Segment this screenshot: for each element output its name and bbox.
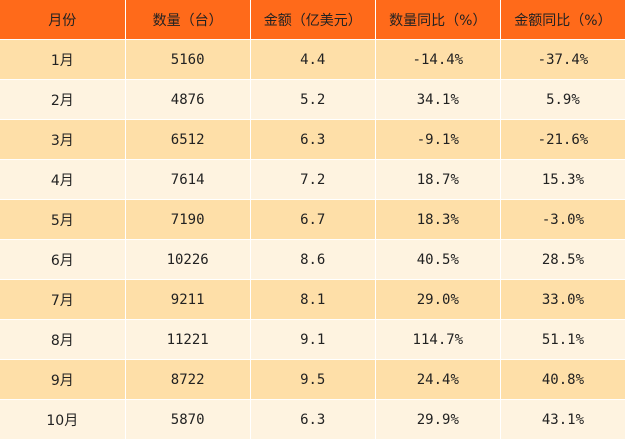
- cell-quantity-yoy: 40.5%: [375, 239, 501, 280]
- cell-quantity: 6512: [125, 119, 251, 160]
- cell-quantity-yoy: 18.3%: [375, 199, 501, 240]
- cell-quantity: 10226: [125, 239, 251, 280]
- header-quantity-yoy: 数量同比（%）: [375, 0, 501, 40]
- cell-quantity-yoy: 114.7%: [375, 319, 501, 360]
- cell-amount-yoy: 33.0%: [500, 279, 626, 320]
- table-row: 5月 7190 6.7 18.3% -3.0%: [0, 199, 626, 240]
- header-amount: 金额（亿美元）: [250, 0, 376, 40]
- cell-amount-yoy: 28.5%: [500, 239, 626, 280]
- cell-quantity-yoy: -9.1%: [375, 119, 501, 160]
- cell-quantity-yoy: 18.7%: [375, 159, 501, 200]
- cell-quantity: 7614: [125, 159, 251, 200]
- cell-quantity-yoy: 29.9%: [375, 399, 501, 440]
- cell-quantity: 5870: [125, 399, 251, 440]
- cell-month: 6月: [0, 239, 126, 280]
- cell-quantity: 4876: [125, 79, 251, 120]
- cell-quantity: 8722: [125, 359, 251, 400]
- cell-amount-yoy: -3.0%: [500, 199, 626, 240]
- cell-amount: 5.2: [250, 79, 376, 120]
- cell-amount-yoy: 15.3%: [500, 159, 626, 200]
- cell-amount: 9.5: [250, 359, 376, 400]
- table-row: 1月 5160 4.4 -14.4% -37.4%: [0, 39, 626, 80]
- cell-amount: 9.1: [250, 319, 376, 360]
- cell-month: 4月: [0, 159, 126, 200]
- cell-quantity-yoy: 29.0%: [375, 279, 501, 320]
- cell-quantity-yoy: -14.4%: [375, 39, 501, 80]
- table-row: 9月 8722 9.5 24.4% 40.8%: [0, 359, 626, 400]
- cell-month: 9月: [0, 359, 126, 400]
- cell-amount-yoy: -21.6%: [500, 119, 626, 160]
- header-quantity: 数量（台）: [125, 0, 251, 40]
- cell-quantity: 5160: [125, 39, 251, 80]
- cell-month: 7月: [0, 279, 126, 320]
- cell-amount-yoy: 5.9%: [500, 79, 626, 120]
- table-row: 4月 7614 7.2 18.7% 15.3%: [0, 159, 626, 200]
- header-amount-yoy: 金额同比（%）: [500, 0, 626, 40]
- table-row: 2月 4876 5.2 34.1% 5.9%: [0, 79, 626, 120]
- cell-amount-yoy: 51.1%: [500, 319, 626, 360]
- table-row: 8月 11221 9.1 114.7% 51.1%: [0, 319, 626, 360]
- cell-month: 10月: [0, 399, 126, 440]
- cell-amount-yoy: 43.1%: [500, 399, 626, 440]
- cell-month: 1月: [0, 39, 126, 80]
- cell-quantity: 9211: [125, 279, 251, 320]
- cell-month: 8月: [0, 319, 126, 360]
- cell-amount: 8.6: [250, 239, 376, 280]
- table-row: 3月 6512 6.3 -9.1% -21.6%: [0, 119, 626, 160]
- cell-quantity: 7190: [125, 199, 251, 240]
- table-row: 10月 5870 6.3 29.9% 43.1%: [0, 399, 626, 440]
- table-row: 6月 10226 8.6 40.5% 28.5%: [0, 239, 626, 280]
- header-month: 月份: [0, 0, 126, 40]
- cell-month: 2月: [0, 79, 126, 120]
- cell-amount: 7.2: [250, 159, 376, 200]
- cell-month: 3月: [0, 119, 126, 160]
- cell-quantity: 11221: [125, 319, 251, 360]
- cell-amount: 4.4: [250, 39, 376, 80]
- cell-amount: 8.1: [250, 279, 376, 320]
- header-row: 月份 数量（台） 金额（亿美元） 数量同比（%） 金额同比（%）: [0, 0, 626, 40]
- cell-amount-yoy: -37.4%: [500, 39, 626, 80]
- cell-quantity-yoy: 24.4%: [375, 359, 501, 400]
- cell-quantity-yoy: 34.1%: [375, 79, 501, 120]
- cell-month: 5月: [0, 199, 126, 240]
- cell-amount: 6.3: [250, 399, 376, 440]
- cell-amount: 6.7: [250, 199, 376, 240]
- cell-amount: 6.3: [250, 119, 376, 160]
- cell-amount-yoy: 40.8%: [500, 359, 626, 400]
- table-row: 7月 9211 8.1 29.0% 33.0%: [0, 279, 626, 320]
